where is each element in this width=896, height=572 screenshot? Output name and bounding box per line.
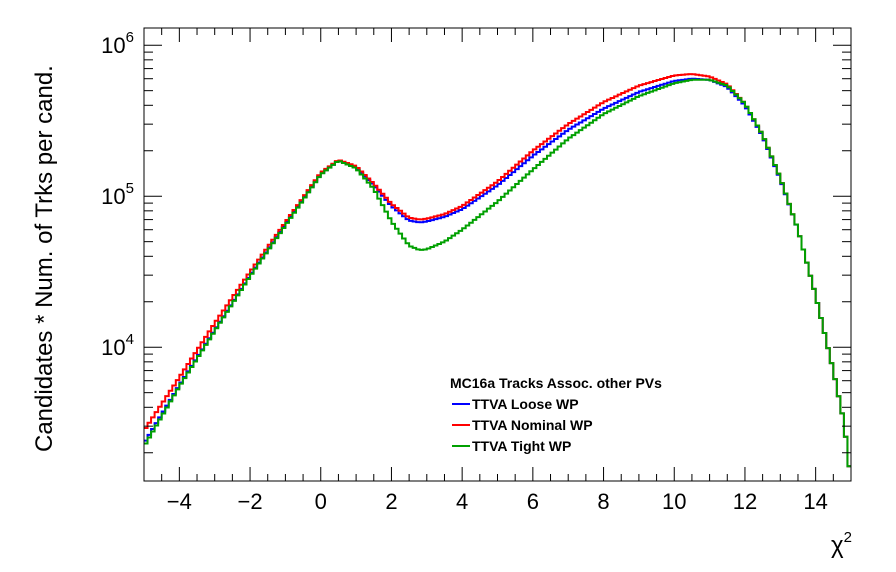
legend-title: MC16a Tracks Assoc. other PVs: [450, 375, 662, 391]
x-tick-label: −4: [167, 489, 192, 514]
x-axis-title: χ2: [831, 529, 852, 559]
y-tick-exponent: 4: [126, 331, 134, 348]
x-tick-label: 10: [662, 489, 686, 514]
y-axis-title: Candidates * Num. of Trks per cand.: [31, 65, 58, 452]
legend: MC16a Tracks Assoc. other PVs TTVA Loose …: [450, 375, 662, 454]
x-tick-label: 0: [315, 489, 327, 514]
y-tick-exponent: 5: [126, 180, 134, 197]
series-line-3: [144, 78, 851, 468]
x-tick-label: 14: [803, 489, 827, 514]
legend-label-2: TTVA Nominal WP: [472, 417, 593, 433]
y-tick-label: 106: [101, 29, 134, 58]
x-tick-label: 6: [527, 489, 539, 514]
x-title-superscript: 2: [844, 529, 852, 546]
y-tick-label: 105: [101, 180, 134, 209]
x-title-symbol: χ: [831, 532, 844, 559]
x-tick-label: 8: [597, 489, 609, 514]
plot-frame: [143, 27, 852, 482]
legend-label-1: TTVA Loose WP: [472, 396, 579, 412]
y-tick-exponent: 6: [126, 29, 134, 46]
x-tick-label: −2: [238, 489, 263, 514]
series-line-1: [144, 77, 851, 468]
x-tick-label: 2: [385, 489, 397, 514]
y-tick-base: 10: [101, 335, 125, 360]
y-tick-base: 10: [101, 33, 125, 58]
y-tick-base: 10: [101, 184, 125, 209]
x-tick-label: 12: [733, 489, 757, 514]
x-tick-label: 4: [456, 489, 468, 514]
plot-area: [144, 73, 851, 468]
y-tick-label: 104: [101, 331, 134, 360]
legend-label-3: TTVA Tight WP: [472, 438, 571, 454]
